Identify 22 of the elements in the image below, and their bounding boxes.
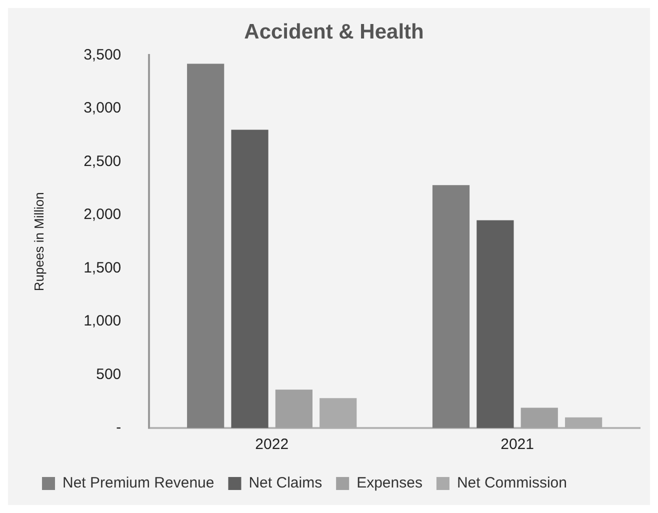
bar	[187, 64, 224, 428]
y-tick-label: -	[116, 419, 122, 436]
x-tick-label: 2022	[255, 436, 289, 454]
bar	[432, 185, 470, 428]
x-tick-label: 2021	[500, 436, 534, 454]
y-tick-label: 3,500	[84, 46, 122, 64]
legend-label: Expenses	[356, 474, 422, 492]
bar	[231, 130, 268, 428]
y-tick-label: 2,500	[84, 152, 122, 170]
y-tick-label: 500	[96, 366, 122, 383]
bar	[520, 408, 558, 428]
y-tick-label: 3,000	[84, 100, 122, 117]
legend-label: Net Commission	[456, 474, 567, 492]
y-tick-label: 1,000	[84, 312, 122, 330]
bar	[476, 220, 514, 428]
y-axis-title: Rupees in Million	[31, 192, 46, 292]
chart-title: Accident & Health	[244, 20, 424, 44]
legend-label: Net Premium Revenue	[62, 474, 214, 492]
legend-label: Net Claims	[248, 474, 322, 492]
bar	[275, 390, 312, 428]
y-tick-label: 1,500	[84, 259, 122, 276]
y-tick-label: 2,000	[84, 206, 122, 224]
